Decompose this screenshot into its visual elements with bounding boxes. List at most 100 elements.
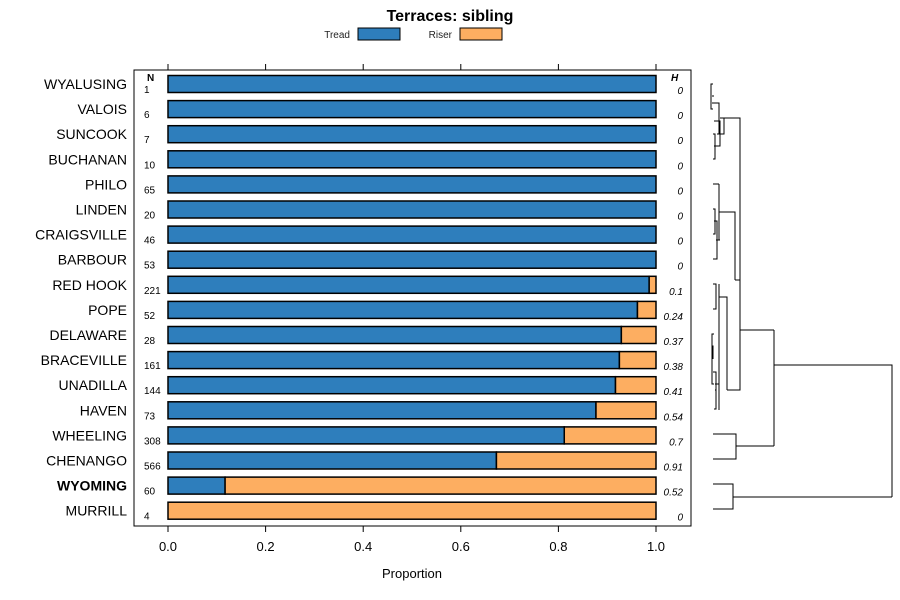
n-value: 52 <box>144 311 156 322</box>
h-value: 0 <box>677 111 683 122</box>
h-value: 0.38 <box>664 362 684 373</box>
bar-tread <box>167 150 657 169</box>
h-value: 0 <box>677 262 683 273</box>
bars <box>167 74 657 520</box>
n-value: 73 <box>144 411 156 422</box>
n-value: 308 <box>144 436 161 447</box>
n-value: 46 <box>144 236 156 247</box>
bar-tread <box>167 124 657 144</box>
x-axis-label: Proportion <box>382 566 442 581</box>
x-tick-label: 0.8 <box>549 539 567 554</box>
category-label: PHILO <box>85 176 127 192</box>
h-header: H <box>671 73 679 84</box>
legend-label-tread: Tread <box>324 30 350 41</box>
bar-riser <box>648 275 657 295</box>
h-value: 0.52 <box>664 488 684 499</box>
bar-tread <box>167 325 623 345</box>
h-value: 0.54 <box>664 412 684 423</box>
bar-tread <box>167 375 617 395</box>
category-label: VALOIS <box>77 101 127 117</box>
category-label: POPE <box>88 302 127 318</box>
bar-riser <box>495 451 657 470</box>
category-label: CHENANGO <box>46 453 127 469</box>
category-label: MURRILL <box>66 503 128 519</box>
bar-tread <box>167 426 566 445</box>
h-value: 0.41 <box>664 387 683 398</box>
category-label: HAVEN <box>80 402 127 418</box>
h-value: 0 <box>677 86 683 97</box>
bar-tread <box>167 476 226 495</box>
bar-riser <box>614 375 657 395</box>
bar-tread <box>167 175 657 194</box>
category-label: UNADILLA <box>59 377 128 393</box>
category-label: WYOMING <box>57 478 127 494</box>
bar-riser <box>618 350 657 370</box>
h-value: 0.91 <box>664 463 683 474</box>
n-header: N <box>147 73 154 84</box>
bar-tread <box>167 275 650 295</box>
bar-riser <box>167 501 657 520</box>
category-label: BARBOUR <box>58 252 127 268</box>
bar-riser <box>224 476 657 495</box>
bar-tread <box>167 350 621 370</box>
bar-tread <box>167 74 657 94</box>
legend-swatch-tread <box>357 27 401 41</box>
n-value: 65 <box>144 185 156 196</box>
bar-tread <box>167 99 657 119</box>
n-value: 221 <box>144 286 161 297</box>
h-value: 0 <box>677 212 683 223</box>
n-value: 7 <box>144 135 150 146</box>
legend-label-riser: Riser <box>429 30 453 41</box>
legend-swatch-riser <box>459 27 503 41</box>
x-tick-label: 1.0 <box>647 539 665 554</box>
h-value: 0 <box>677 161 683 172</box>
n-value: 53 <box>144 261 156 272</box>
h-value: 0 <box>677 186 683 197</box>
n-value: 60 <box>144 487 156 498</box>
category-label: LINDEN <box>76 202 127 218</box>
n-value: 4 <box>144 512 150 523</box>
category-label: DELAWARE <box>49 327 127 343</box>
bar-riser <box>595 401 657 420</box>
bar-riser <box>620 325 657 345</box>
n-value: 144 <box>144 386 161 397</box>
h-value: 0.37 <box>664 337 684 348</box>
h-value: 0 <box>677 513 683 524</box>
x-tick-label: 0.0 <box>159 539 177 554</box>
h-value: 0 <box>677 136 683 147</box>
bar-tread <box>167 300 639 320</box>
h-value: 0.1 <box>669 287 683 298</box>
dendrogram-links <box>710 83 893 510</box>
plot-panel <box>133 69 692 527</box>
n-value: 566 <box>144 462 161 473</box>
n-value: 28 <box>144 336 156 347</box>
bar-tread <box>167 250 657 269</box>
n-value: 161 <box>144 361 161 372</box>
x-tick-label: 0.2 <box>257 539 275 554</box>
dendrogram <box>710 83 893 510</box>
bar-tread <box>167 225 657 244</box>
bar-tread <box>167 200 657 219</box>
category-label: WYALUSING <box>44 76 127 92</box>
n-value: 1 <box>144 85 150 96</box>
n-value: 6 <box>144 110 150 121</box>
legend: Tread Riser <box>324 27 503 41</box>
category-label: WHEELING <box>52 427 127 443</box>
bar-tread <box>167 401 597 420</box>
n-value: 20 <box>144 211 156 222</box>
bar-riser <box>636 300 657 320</box>
x-tick-label: 0.4 <box>354 539 372 554</box>
category-label: BUCHANAN <box>48 151 127 167</box>
category-label: CRAIGSVILLE <box>35 227 127 243</box>
bar-tread <box>167 451 498 470</box>
bar-riser <box>563 426 657 445</box>
axes: 0.0 0.2 0.4 0.6 0.8 1.0 <box>159 64 665 554</box>
n-value: 10 <box>144 160 156 171</box>
x-tick-label: 0.6 <box>452 539 470 554</box>
h-value: 0 <box>677 237 683 248</box>
chart-title: Terraces: sibling <box>387 8 514 25</box>
h-value: 0.7 <box>669 437 683 448</box>
h-value: 0.24 <box>664 312 684 323</box>
